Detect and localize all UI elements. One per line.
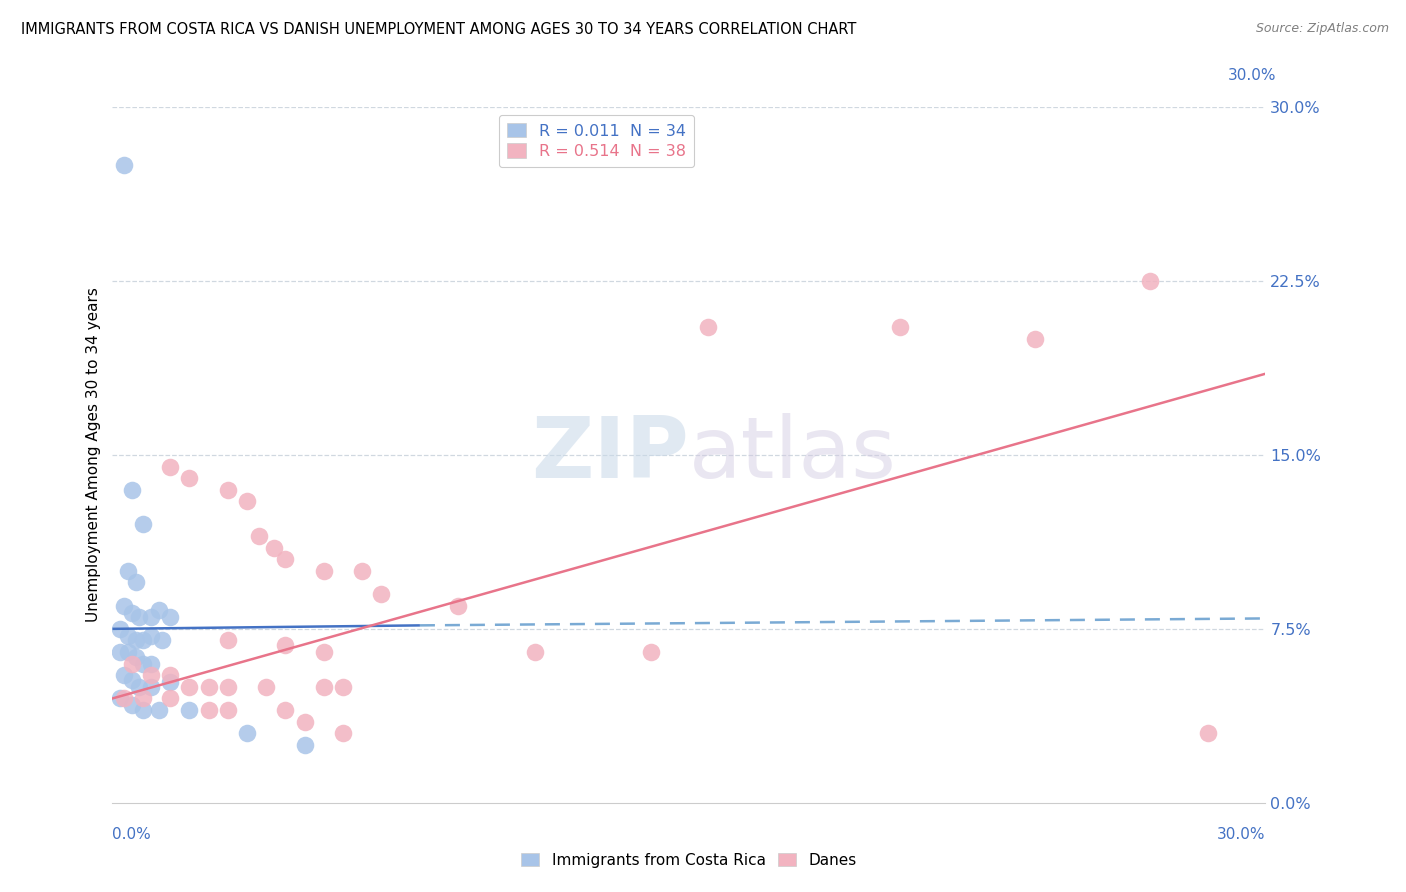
Point: [108, 645, 131, 659]
Point: [1024, 332, 1046, 346]
Point: [132, 517, 155, 532]
Point: [121, 698, 143, 713]
Text: IMMIGRANTS FROM COSTA RICA VS DANISH UNEMPLOYMENT AMONG AGES 30 TO 34 YEARS CORR: IMMIGRANTS FROM COSTA RICA VS DANISH UNE…: [21, 22, 856, 37]
Point: [254, 680, 277, 694]
Point: [139, 629, 162, 643]
Point: [274, 638, 297, 652]
Point: [179, 471, 201, 485]
Point: [128, 610, 150, 624]
Point: [312, 680, 335, 694]
Point: [217, 680, 239, 694]
Point: [152, 633, 174, 648]
Point: [179, 703, 201, 717]
Point: [312, 564, 335, 578]
Text: Source: ZipAtlas.com: Source: ZipAtlas.com: [1256, 22, 1389, 36]
Text: 0.0%: 0.0%: [112, 827, 152, 841]
Point: [1197, 726, 1219, 740]
Point: [132, 633, 155, 648]
Point: [236, 726, 259, 740]
Point: [640, 645, 662, 659]
Text: atlas: atlas: [689, 413, 897, 497]
Point: [117, 645, 139, 659]
Point: [139, 657, 162, 671]
Point: [159, 675, 181, 690]
Point: [370, 587, 392, 601]
Point: [108, 691, 131, 706]
Point: [159, 610, 181, 624]
Point: [332, 680, 354, 694]
Text: 30.0%: 30.0%: [1218, 827, 1265, 841]
Point: [148, 703, 170, 717]
Point: [197, 703, 219, 717]
Point: [159, 691, 181, 706]
Point: [352, 564, 374, 578]
Point: [447, 599, 470, 613]
Point: [217, 633, 239, 648]
Point: [112, 158, 135, 172]
Point: [139, 668, 162, 682]
Point: [121, 606, 143, 620]
Point: [697, 320, 720, 334]
Point: [247, 529, 270, 543]
Point: [312, 645, 335, 659]
Point: [889, 320, 911, 334]
Point: [108, 622, 131, 636]
Point: [217, 483, 239, 497]
Point: [132, 703, 155, 717]
Point: [263, 541, 285, 555]
Point: [117, 629, 139, 643]
Point: [524, 645, 547, 659]
Point: [1139, 274, 1161, 288]
Point: [274, 703, 297, 717]
Point: [197, 680, 219, 694]
Point: [148, 603, 170, 617]
Point: [179, 680, 201, 694]
Point: [139, 680, 162, 694]
Point: [128, 680, 150, 694]
Y-axis label: Unemployment Among Ages 30 to 34 years: Unemployment Among Ages 30 to 34 years: [86, 287, 101, 623]
Point: [117, 564, 139, 578]
Legend: Immigrants from Costa Rica, Danes: Immigrants from Costa Rica, Danes: [513, 845, 865, 875]
Point: [124, 649, 146, 664]
Point: [274, 552, 297, 566]
Point: [124, 633, 146, 648]
Point: [121, 657, 143, 671]
Point: [236, 494, 259, 508]
Point: [294, 738, 316, 752]
Text: ZIP: ZIP: [531, 413, 689, 497]
Point: [294, 714, 316, 729]
Point: [217, 703, 239, 717]
Point: [139, 610, 162, 624]
Point: [132, 657, 155, 671]
Point: [159, 459, 181, 474]
Point: [332, 726, 354, 740]
Point: [112, 668, 135, 682]
Text: 30.0%: 30.0%: [1229, 69, 1277, 83]
Point: [121, 483, 143, 497]
Point: [159, 668, 181, 682]
Point: [121, 673, 143, 687]
Point: [132, 691, 155, 706]
Legend: R = 0.011  N = 34, R = 0.514  N = 38: R = 0.011 N = 34, R = 0.514 N = 38: [499, 115, 695, 167]
Point: [124, 575, 146, 590]
Point: [112, 599, 135, 613]
Point: [112, 691, 135, 706]
